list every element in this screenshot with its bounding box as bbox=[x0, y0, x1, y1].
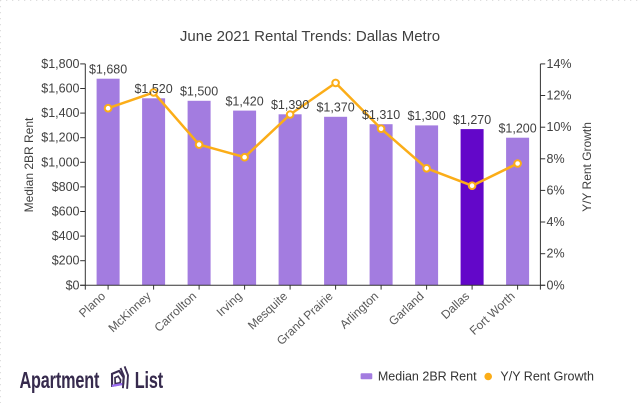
svg-text:June 2021 Rental Trends: Dalla: June 2021 Rental Trends: Dallas Metro bbox=[180, 28, 440, 45]
svg-text:$1,800: $1,800 bbox=[41, 57, 79, 71]
svg-text:$1,200: $1,200 bbox=[41, 131, 79, 145]
svg-text:6%: 6% bbox=[547, 183, 565, 197]
svg-text:2%: 2% bbox=[547, 247, 565, 261]
svg-text:4%: 4% bbox=[547, 215, 565, 229]
svg-text:$800: $800 bbox=[52, 180, 80, 194]
svg-text:Apartment: Apartment bbox=[20, 368, 100, 393]
svg-text:$1,600: $1,600 bbox=[41, 82, 79, 96]
svg-text:0%: 0% bbox=[547, 278, 565, 292]
svg-text:14%: 14% bbox=[547, 57, 572, 71]
svg-text:$1,310: $1,310 bbox=[362, 108, 400, 122]
svg-text:$1,200: $1,200 bbox=[498, 122, 536, 136]
svg-text:12%: 12% bbox=[547, 89, 572, 103]
svg-text:$1,300: $1,300 bbox=[407, 109, 445, 123]
svg-text:$1,680: $1,680 bbox=[89, 63, 127, 77]
svg-text:8%: 8% bbox=[547, 152, 565, 166]
svg-text:$600: $600 bbox=[52, 205, 80, 219]
svg-text:$1,420: $1,420 bbox=[225, 94, 263, 108]
svg-text:$1,500: $1,500 bbox=[180, 85, 218, 99]
svg-text:$400: $400 bbox=[52, 229, 80, 243]
svg-text:$1,270: $1,270 bbox=[453, 113, 491, 127]
svg-text:$1,400: $1,400 bbox=[41, 106, 79, 120]
svg-text:$200: $200 bbox=[52, 254, 80, 268]
svg-text:$1,000: $1,000 bbox=[41, 155, 79, 169]
svg-text:Median 2BR Rent: Median 2BR Rent bbox=[22, 117, 36, 212]
svg-text:$1,520: $1,520 bbox=[134, 82, 172, 96]
svg-text:List: List bbox=[135, 368, 164, 393]
svg-text:$1,390: $1,390 bbox=[271, 98, 309, 112]
svg-text:$1,370: $1,370 bbox=[316, 101, 354, 115]
svg-text:10%: 10% bbox=[547, 120, 572, 134]
svg-text:Median 2BR Rent: Median 2BR Rent bbox=[378, 370, 477, 384]
svg-text:Y/Y Rent Growth: Y/Y Rent Growth bbox=[500, 370, 594, 384]
svg-text:Y/Y Rent Growth: Y/Y Rent Growth bbox=[580, 122, 594, 212]
svg-text:$0: $0 bbox=[66, 278, 80, 292]
